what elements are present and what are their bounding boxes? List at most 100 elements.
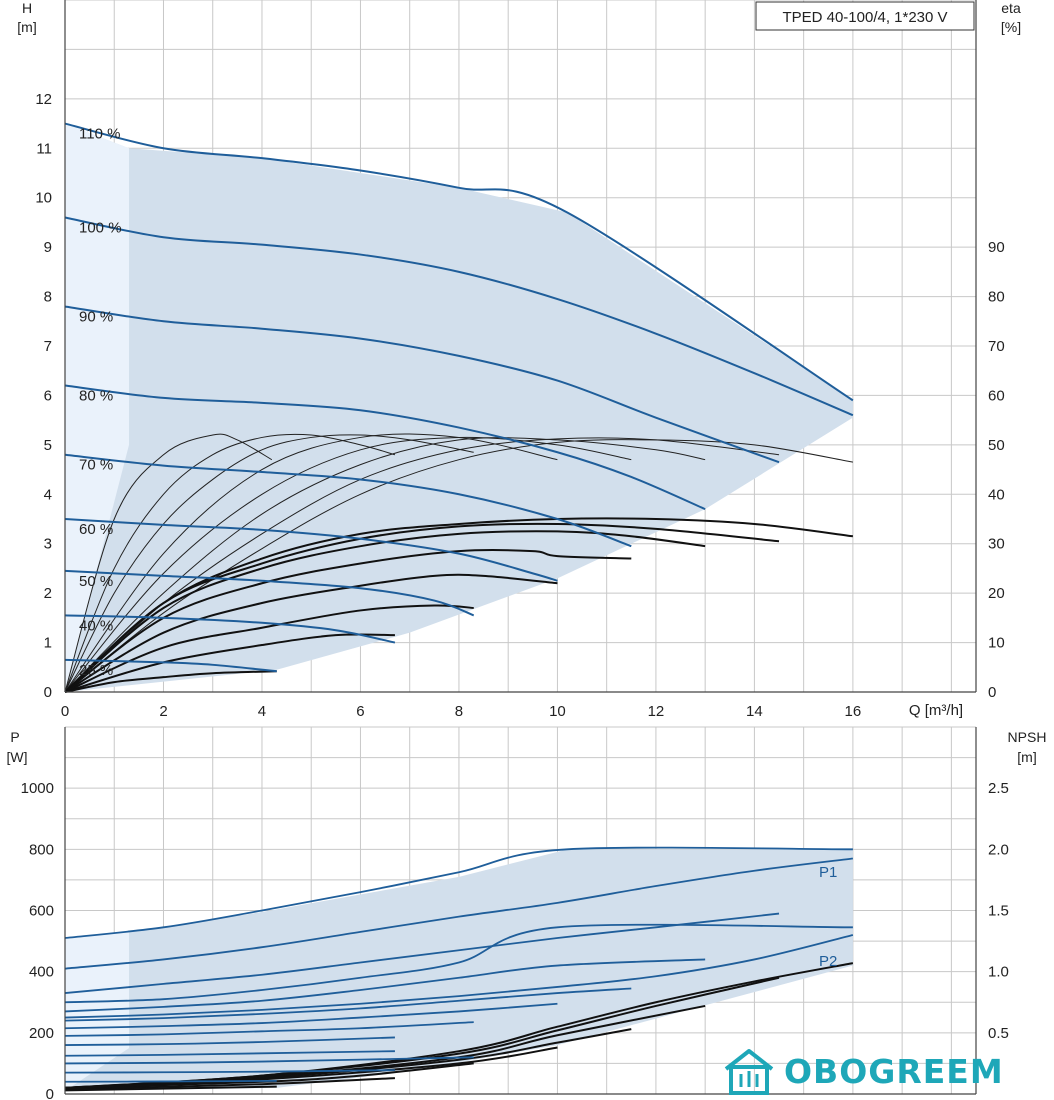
head-curve	[64, 518, 558, 582]
npsh-tick-label: 1.0	[988, 964, 1009, 981]
power-curve	[64, 1036, 395, 1046]
npsh-tick-label: 0.5	[988, 1025, 1009, 1042]
x-tick-label: 0	[61, 703, 69, 720]
power-curve	[64, 1050, 395, 1057]
p-tick-label: 0	[46, 1086, 54, 1100]
power-curve	[64, 987, 632, 1022]
eta-curve	[64, 530, 706, 693]
power-curve	[64, 1021, 474, 1037]
y2-tick-label: 50	[988, 437, 1005, 454]
power-curve	[64, 1002, 558, 1030]
top-envelope	[65, 123, 853, 693]
x-tick-label: 2	[159, 703, 167, 720]
eta-curve	[64, 522, 780, 693]
npsh-tick-label: 2.0	[988, 841, 1009, 858]
y-tick-label: 6	[44, 387, 52, 404]
y2-tick-label: 0	[988, 684, 996, 701]
head-curve	[64, 216, 854, 417]
logo-text: OBOGREEM	[784, 1051, 1004, 1091]
eta-curve-thin	[64, 434, 474, 693]
head-curve-label: 25 %	[79, 662, 113, 679]
power-curve	[64, 912, 780, 994]
eta-curve-thin	[64, 436, 632, 693]
bottom-ticks: 0 200 400 600 800 1000 0.5 1.0 1.5 2.0 2.5	[21, 780, 1009, 1100]
y2-tick-label: 80	[988, 289, 1005, 306]
eta-curve-thin	[64, 437, 706, 693]
y-tick-label: 10	[35, 190, 52, 207]
power-curve	[64, 1056, 474, 1065]
p-axis-unit: [W]	[7, 749, 28, 765]
head-curve-label: 70 %	[79, 457, 113, 474]
x-axis-label: Q [m³/h]	[909, 702, 963, 719]
head-curve-label: 80 %	[79, 388, 113, 405]
operating-envelope	[65, 123, 853, 693]
y2-tick-label: 40	[988, 486, 1005, 503]
chart-title-box	[755, 1, 975, 31]
eta-curve-thin	[64, 433, 558, 693]
y2-axis-unit: [%]	[1001, 19, 1021, 35]
x-tick-label: 14	[746, 703, 763, 720]
power-curve	[64, 1079, 277, 1083]
head-curve	[64, 569, 475, 617]
eta-curve	[64, 633, 395, 693]
bottom-power-curves	[64, 846, 854, 1083]
head-curve-label: 110 %	[79, 126, 120, 143]
npsh-axis-label: NPSH	[1008, 729, 1047, 745]
head-curve	[64, 122, 854, 402]
npsh-tick-label: 1.5	[988, 903, 1009, 920]
eta-curve	[64, 670, 277, 693]
top-axes	[64, 0, 977, 693]
head-curve	[64, 453, 632, 548]
head-curve-label: 60 %	[79, 521, 113, 538]
p-tick-label: 1000	[21, 780, 54, 797]
logo: OBOGREEM	[722, 1046, 1004, 1096]
top-thin-eta-curves	[64, 433, 853, 693]
eta-curve	[64, 573, 558, 693]
y-tick-label: 5	[44, 437, 52, 454]
head-curve	[64, 614, 396, 644]
x-tick-label: 6	[356, 703, 364, 720]
x-tick-label: 4	[258, 703, 266, 720]
y2-tick-label: 60	[988, 387, 1005, 404]
power-curve	[64, 1069, 395, 1074]
y2-tick-label: 30	[988, 536, 1005, 553]
y-axis-label: H	[22, 0, 32, 16]
chart-title: TPED 40-100/4, 1*230 V	[782, 9, 947, 26]
npsh-curve	[64, 1085, 277, 1092]
y-tick-label: 11	[36, 140, 52, 157]
top-panel: 110 % 100 % 90 % 80 % 70 % 60 % 50 % 40 % 25 % 0…	[17, 0, 1021, 720]
eta-curve-thin	[64, 433, 273, 693]
head-curve	[64, 384, 706, 511]
y-tick-label: 9	[44, 239, 52, 256]
y-tick-label: 0	[44, 684, 52, 701]
series-label-p2: P2	[819, 953, 837, 970]
x-tick-label: 12	[648, 703, 665, 720]
power-curve	[64, 923, 853, 1004]
head-curve-label: 100 %	[79, 219, 122, 236]
npsh-curve	[64, 1077, 395, 1091]
head-curve-label: 50 %	[79, 573, 113, 590]
y-tick-label: 7	[44, 338, 52, 355]
eta-curve-thin	[64, 433, 396, 693]
npsh-tick-label: 2.5	[988, 780, 1009, 797]
house-thermometer-icon	[724, 1049, 774, 1095]
y-axis-unit: [m]	[17, 19, 36, 35]
top-curve-labels: 110 % 100 % 90 % 80 % 70 % 60 % 50 % 40 % 25 %	[79, 126, 122, 679]
p-tick-label: 600	[29, 903, 54, 920]
power-curve	[64, 934, 854, 1019]
y-tick-label: 3	[44, 536, 52, 553]
npsh-axis-unit: [m]	[1017, 749, 1036, 765]
y-tick-label: 12	[35, 91, 52, 108]
head-curve	[64, 305, 780, 464]
bottom-panel: 0 200 400 600 800 1000 0.5 1.0 1.5 2.0 2.5 P [W] N…	[7, 726, 1047, 1100]
y-tick-label: 1	[44, 635, 52, 652]
p-tick-label: 200	[29, 1025, 54, 1042]
y2-tick-label: 90	[988, 239, 1005, 256]
npsh-curve	[64, 1062, 474, 1089]
x-tick-label: 8	[455, 703, 463, 720]
power-envelope-low-flow	[65, 931, 130, 1091]
y-tick-label: 8	[44, 289, 52, 306]
y2-tick-label: 70	[988, 338, 1005, 355]
p-axis-label: P	[10, 729, 19, 745]
